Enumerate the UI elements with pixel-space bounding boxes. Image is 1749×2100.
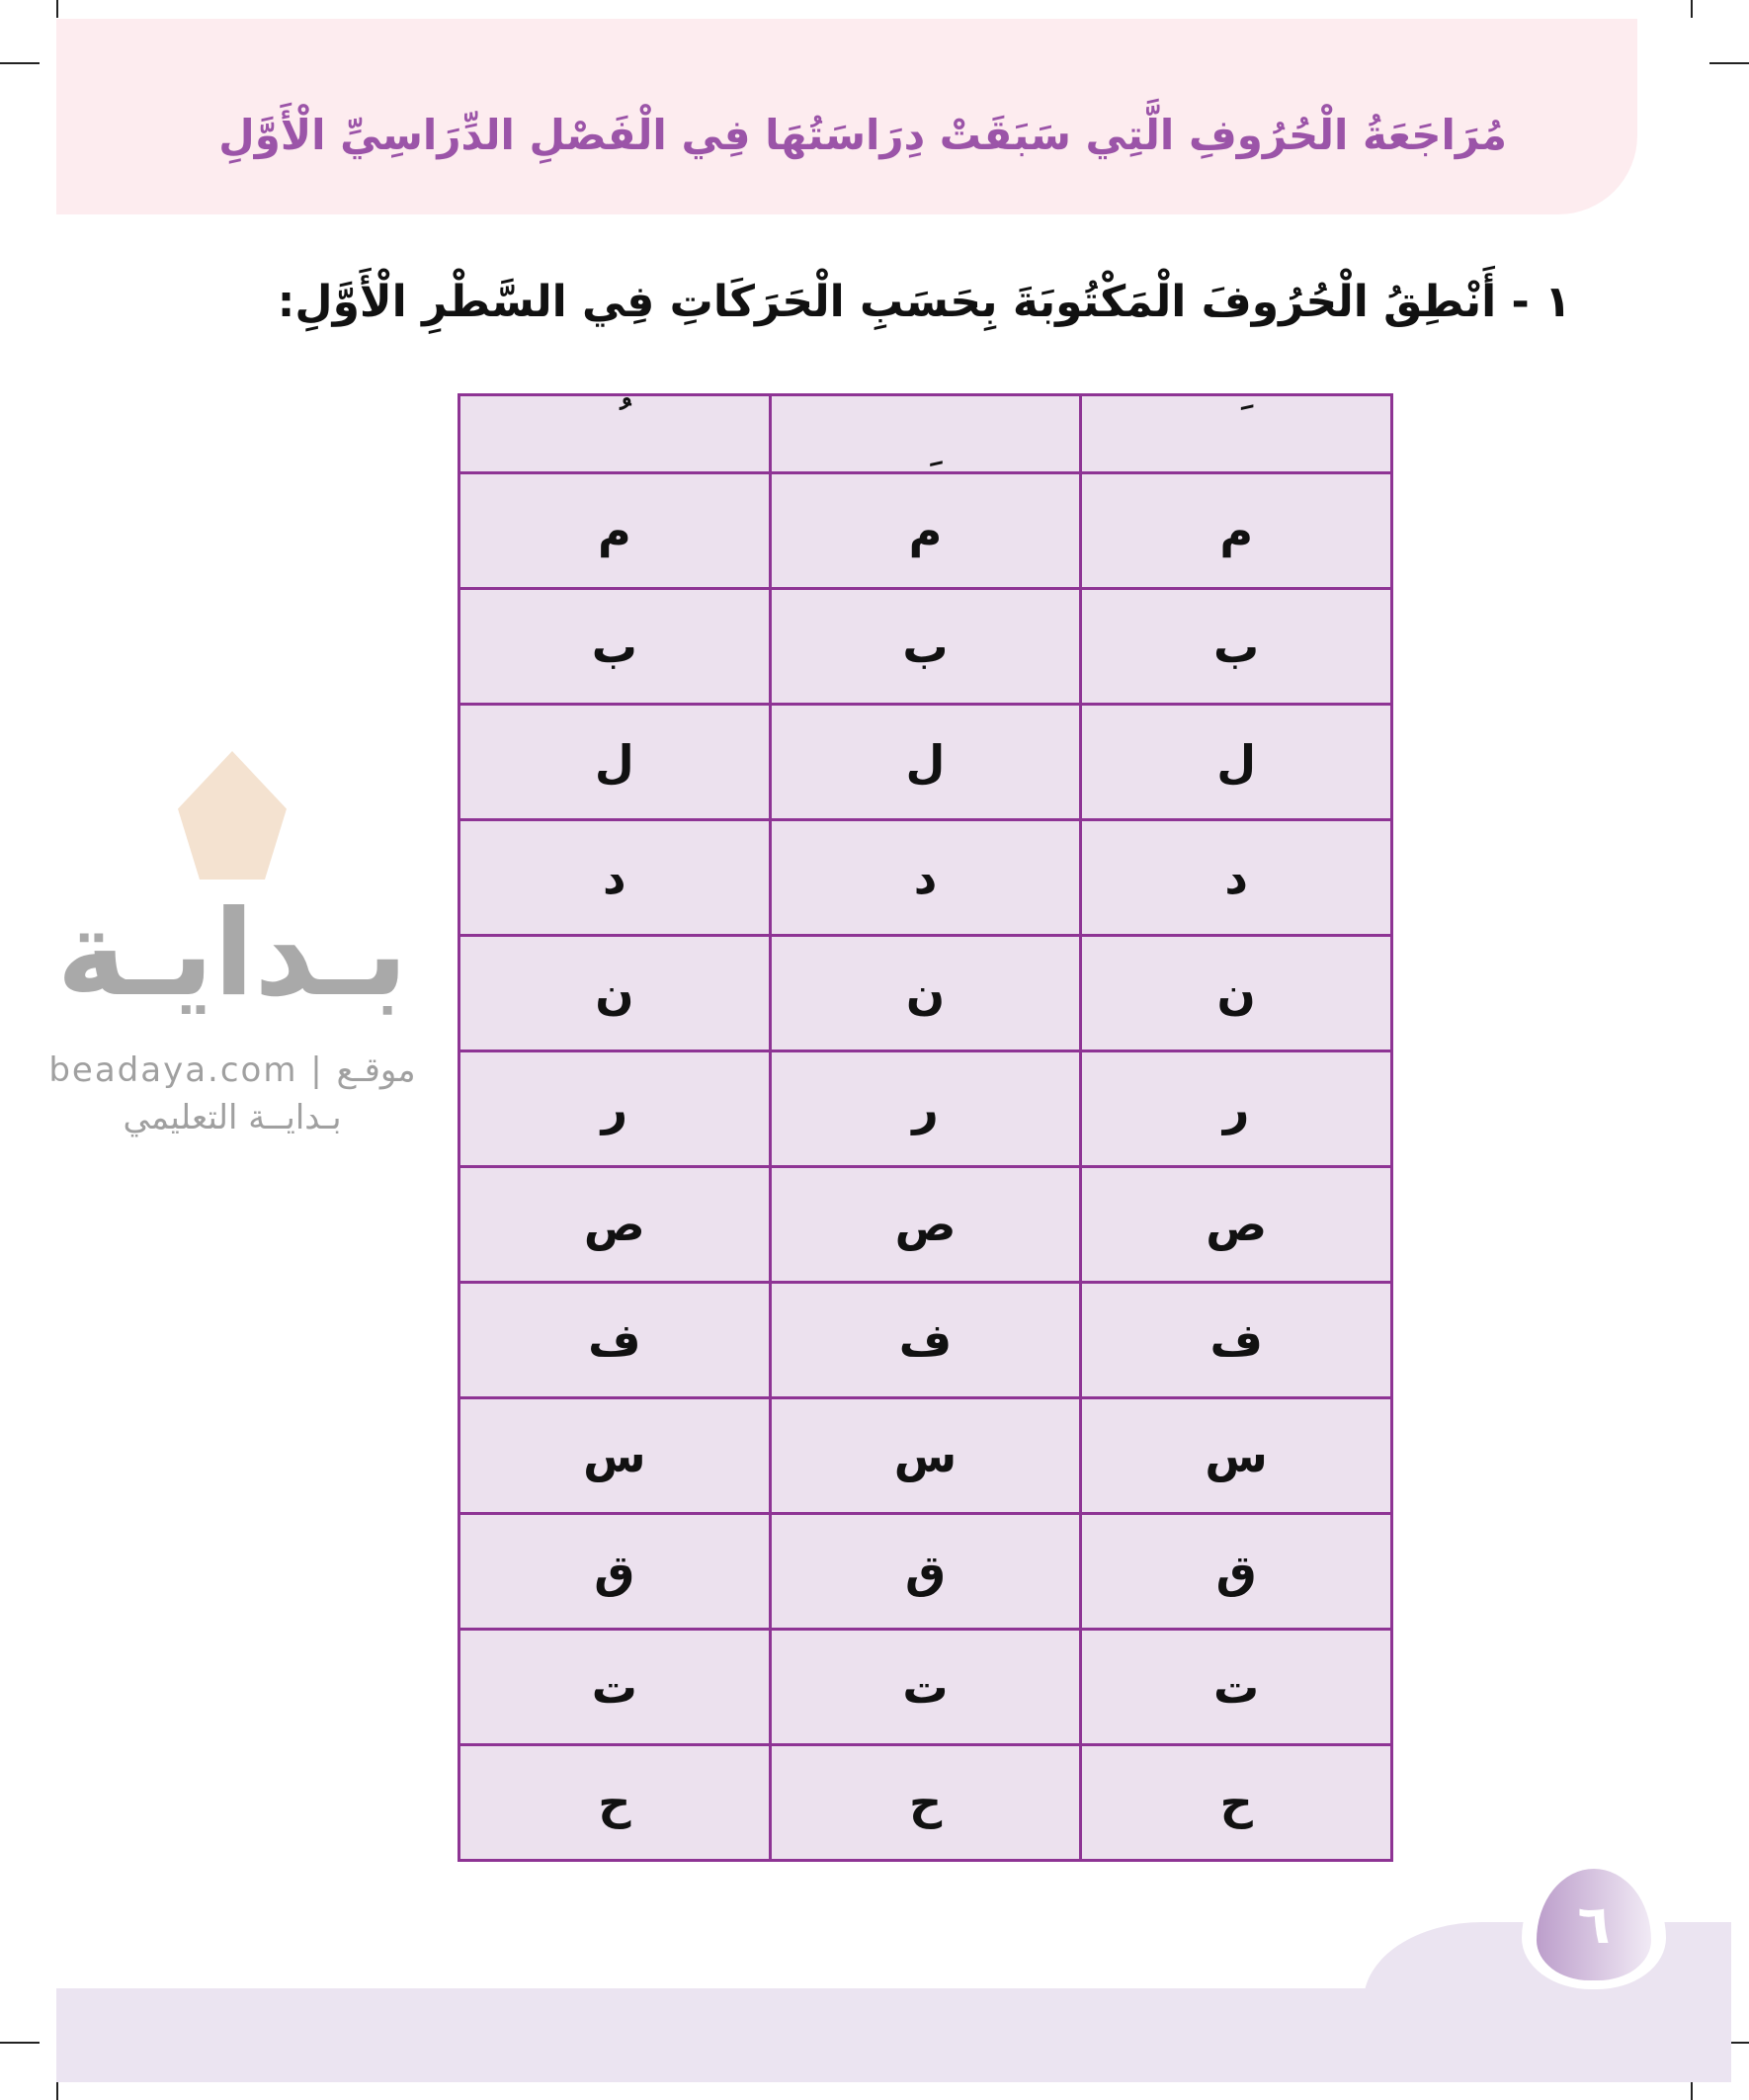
haraka-cell: ُ xyxy=(458,393,772,474)
letter-cell: ق xyxy=(458,1512,772,1631)
harakat-row: َُِ xyxy=(458,393,1393,474)
letter-cell: س xyxy=(458,1396,772,1515)
letter-cell: ن xyxy=(1079,934,1393,1052)
page-title: مُرَاجَعَةُ الْحُرُوفِ الَّتِي سَبَقَتْ … xyxy=(218,111,1507,159)
letter-cell: ف xyxy=(458,1281,772,1399)
letter-cell: ح xyxy=(458,1743,772,1862)
crop-mark xyxy=(0,2042,40,2044)
letter-cell: ف xyxy=(768,1281,1083,1399)
watermark-subtitle: beadaya.com | موقـع بـدايــة التعليمي xyxy=(48,1050,416,1137)
letter-cell: س xyxy=(1079,1396,1393,1515)
letter-cell: م xyxy=(458,471,772,590)
letter-cell: ح xyxy=(1079,1743,1393,1862)
letter-cell: ت xyxy=(458,1628,772,1746)
letter-cell: ب xyxy=(458,587,772,706)
letter-cell: د xyxy=(458,818,772,937)
haraka-cell: ِ xyxy=(768,393,1083,474)
letter-cell: ص xyxy=(768,1165,1083,1284)
crop-mark xyxy=(0,62,40,64)
footer-band xyxy=(56,1988,1731,2082)
letter-cell: ل xyxy=(458,703,772,821)
header-band xyxy=(56,19,1637,214)
letter-cell: د xyxy=(1079,818,1393,937)
letter-cell: م xyxy=(1079,471,1393,590)
letter-cell: ص xyxy=(458,1165,772,1284)
crop-mark xyxy=(56,0,58,18)
letter-cell: ر xyxy=(1079,1050,1393,1168)
letter-cell: ت xyxy=(1079,1628,1393,1746)
haraka-cell: َ xyxy=(1079,393,1393,474)
watermark-logo: بـدايـة xyxy=(56,885,408,1023)
letter-cell: ر xyxy=(768,1050,1083,1168)
letter-cell: ص xyxy=(1079,1165,1393,1284)
letter-cell: ل xyxy=(1079,703,1393,821)
letter-cell: ب xyxy=(768,587,1083,706)
letter-cell: ت xyxy=(768,1628,1083,1746)
letter-cell: ح xyxy=(768,1743,1083,1862)
crop-mark xyxy=(1691,0,1693,18)
letter-cell: ن xyxy=(768,934,1083,1052)
page-number: ٦ xyxy=(1537,1869,1651,1980)
letter-cell: ن xyxy=(458,934,772,1052)
letter-cell: ل xyxy=(768,703,1083,821)
letter-cell: ق xyxy=(1079,1512,1393,1631)
letter-cell: م xyxy=(768,471,1083,590)
letter-cell: د xyxy=(768,818,1083,937)
letter-cell: ف xyxy=(1079,1281,1393,1399)
letter-cell: س xyxy=(768,1396,1083,1515)
exercise-heading: ١ - أَنْطِقُ الْحُرُوفَ الْمَكْتُوبَةَ ب… xyxy=(277,277,1571,327)
watermark-pen-icon xyxy=(178,751,287,880)
crop-mark xyxy=(1709,62,1749,64)
letter-cell: ق xyxy=(768,1512,1083,1631)
letter-cell: ب xyxy=(1079,587,1393,706)
letter-cell: ر xyxy=(458,1050,772,1168)
